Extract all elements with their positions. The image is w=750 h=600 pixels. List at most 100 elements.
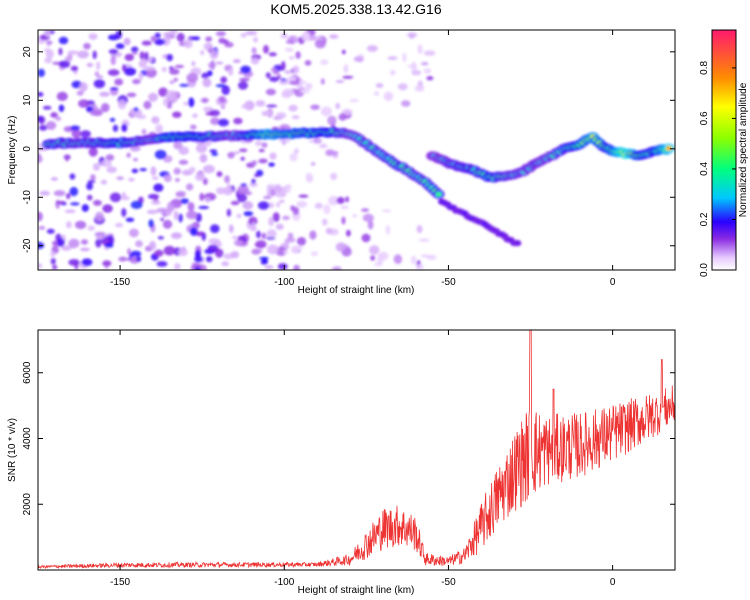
noise-blob [95, 238, 102, 248]
noise-blob [218, 96, 226, 103]
noise-blob [81, 258, 93, 267]
noise-blob [210, 117, 220, 125]
noise-blob [70, 125, 81, 131]
noise-blob [397, 83, 408, 91]
noise-blob [335, 242, 347, 252]
noise-blob [291, 115, 300, 120]
noise-blob [192, 113, 198, 118]
noise-blob [158, 87, 168, 97]
noise-blob [416, 225, 423, 234]
noise-blob [189, 227, 198, 236]
noise-blob [186, 72, 199, 83]
noise-blob [242, 201, 254, 210]
noise-blob [109, 117, 116, 122]
noise-blob [169, 68, 180, 75]
noise-blob [161, 67, 167, 72]
noise-blob [298, 194, 309, 198]
colorbar-tick-label: 0.8 [699, 61, 710, 75]
noise-blob [205, 111, 215, 116]
noise-blob [57, 238, 65, 247]
noise-blob [300, 88, 311, 94]
noise-blob [178, 248, 188, 257]
noise-blob [275, 223, 284, 230]
noise-blob [237, 185, 250, 194]
noise-blob [200, 97, 210, 103]
noise-blob [135, 240, 143, 248]
noise-blob [163, 245, 176, 256]
colorbar-label: Normalized spectral amplitude [738, 82, 749, 217]
noise-blob [387, 56, 398, 60]
noise-blob [173, 263, 181, 270]
noise-blob [266, 229, 277, 238]
noise-blob [377, 254, 384, 265]
noise-blob [163, 32, 175, 37]
noise-blob [407, 64, 418, 69]
snr-frame [37, 329, 676, 571]
colorbar-gradient [711, 29, 737, 271]
noise-blob [156, 207, 168, 213]
noise-blob [70, 202, 80, 206]
noise-blob [69, 186, 79, 197]
noise-blob [215, 84, 226, 88]
noise-blob [345, 196, 350, 203]
noise-blob [414, 85, 425, 92]
noise-blob [136, 114, 147, 120]
noise-blob [232, 151, 241, 155]
noise-blob [131, 46, 139, 53]
noise-blob [148, 240, 157, 251]
noise-blob [418, 238, 430, 242]
noise-blob [202, 78, 212, 88]
noise-blob [189, 166, 196, 174]
noise-blob [284, 47, 294, 53]
noise-blob [277, 263, 288, 270]
noise-blob [169, 80, 175, 85]
noise-blob [375, 83, 384, 88]
noise-blob [335, 80, 345, 83]
noise-blob [125, 217, 135, 222]
noise-blob [50, 257, 56, 265]
noise-blob [322, 218, 328, 226]
noise-blob [373, 91, 380, 96]
noise-blob [288, 56, 295, 60]
noise-blob [139, 51, 145, 60]
noise-blob [251, 248, 261, 255]
noise-blob [426, 254, 437, 260]
noise-blob [117, 99, 127, 110]
noise-blob [166, 103, 173, 109]
noise-blob [50, 112, 58, 118]
noise-blob [141, 128, 147, 135]
noise-blob [340, 205, 349, 210]
noise-blob [342, 75, 354, 79]
noise-blob [335, 102, 341, 110]
noise-blob [301, 31, 311, 42]
noise-blob [255, 101, 266, 107]
noise-blob [56, 91, 68, 101]
snr-y-axis-label: SNR (10 * v/v) [7, 418, 18, 482]
noise-blob [100, 160, 112, 167]
noise-blob [79, 82, 88, 92]
noise-blob [38, 143, 43, 147]
noise-blob [174, 64, 185, 69]
noise-blob [195, 173, 206, 182]
noise-blob [86, 194, 93, 201]
noise-blob [232, 235, 238, 240]
noise-blob [39, 190, 51, 196]
noise-blob [107, 69, 120, 76]
noise-blob [52, 265, 58, 270]
noise-blob [66, 193, 71, 200]
noise-blob [96, 75, 104, 79]
noise-blob [254, 173, 260, 178]
noise-blob [176, 32, 185, 42]
noise-blob [202, 164, 215, 174]
noise-blob [38, 92, 44, 97]
noise-blob [227, 151, 235, 159]
noise-blob [76, 90, 84, 96]
spectrogram-y-axis-label: Frequency (Hz) [7, 116, 18, 185]
noise-blob [175, 191, 186, 198]
noise-blob [292, 65, 300, 74]
noise-blob [126, 92, 137, 98]
noise-blob [124, 53, 134, 62]
noise-blob [288, 104, 298, 112]
noise-blob [58, 47, 63, 56]
spectrogram-y-ticks: -20 -10 0 10 20 [22, 46, 675, 253]
